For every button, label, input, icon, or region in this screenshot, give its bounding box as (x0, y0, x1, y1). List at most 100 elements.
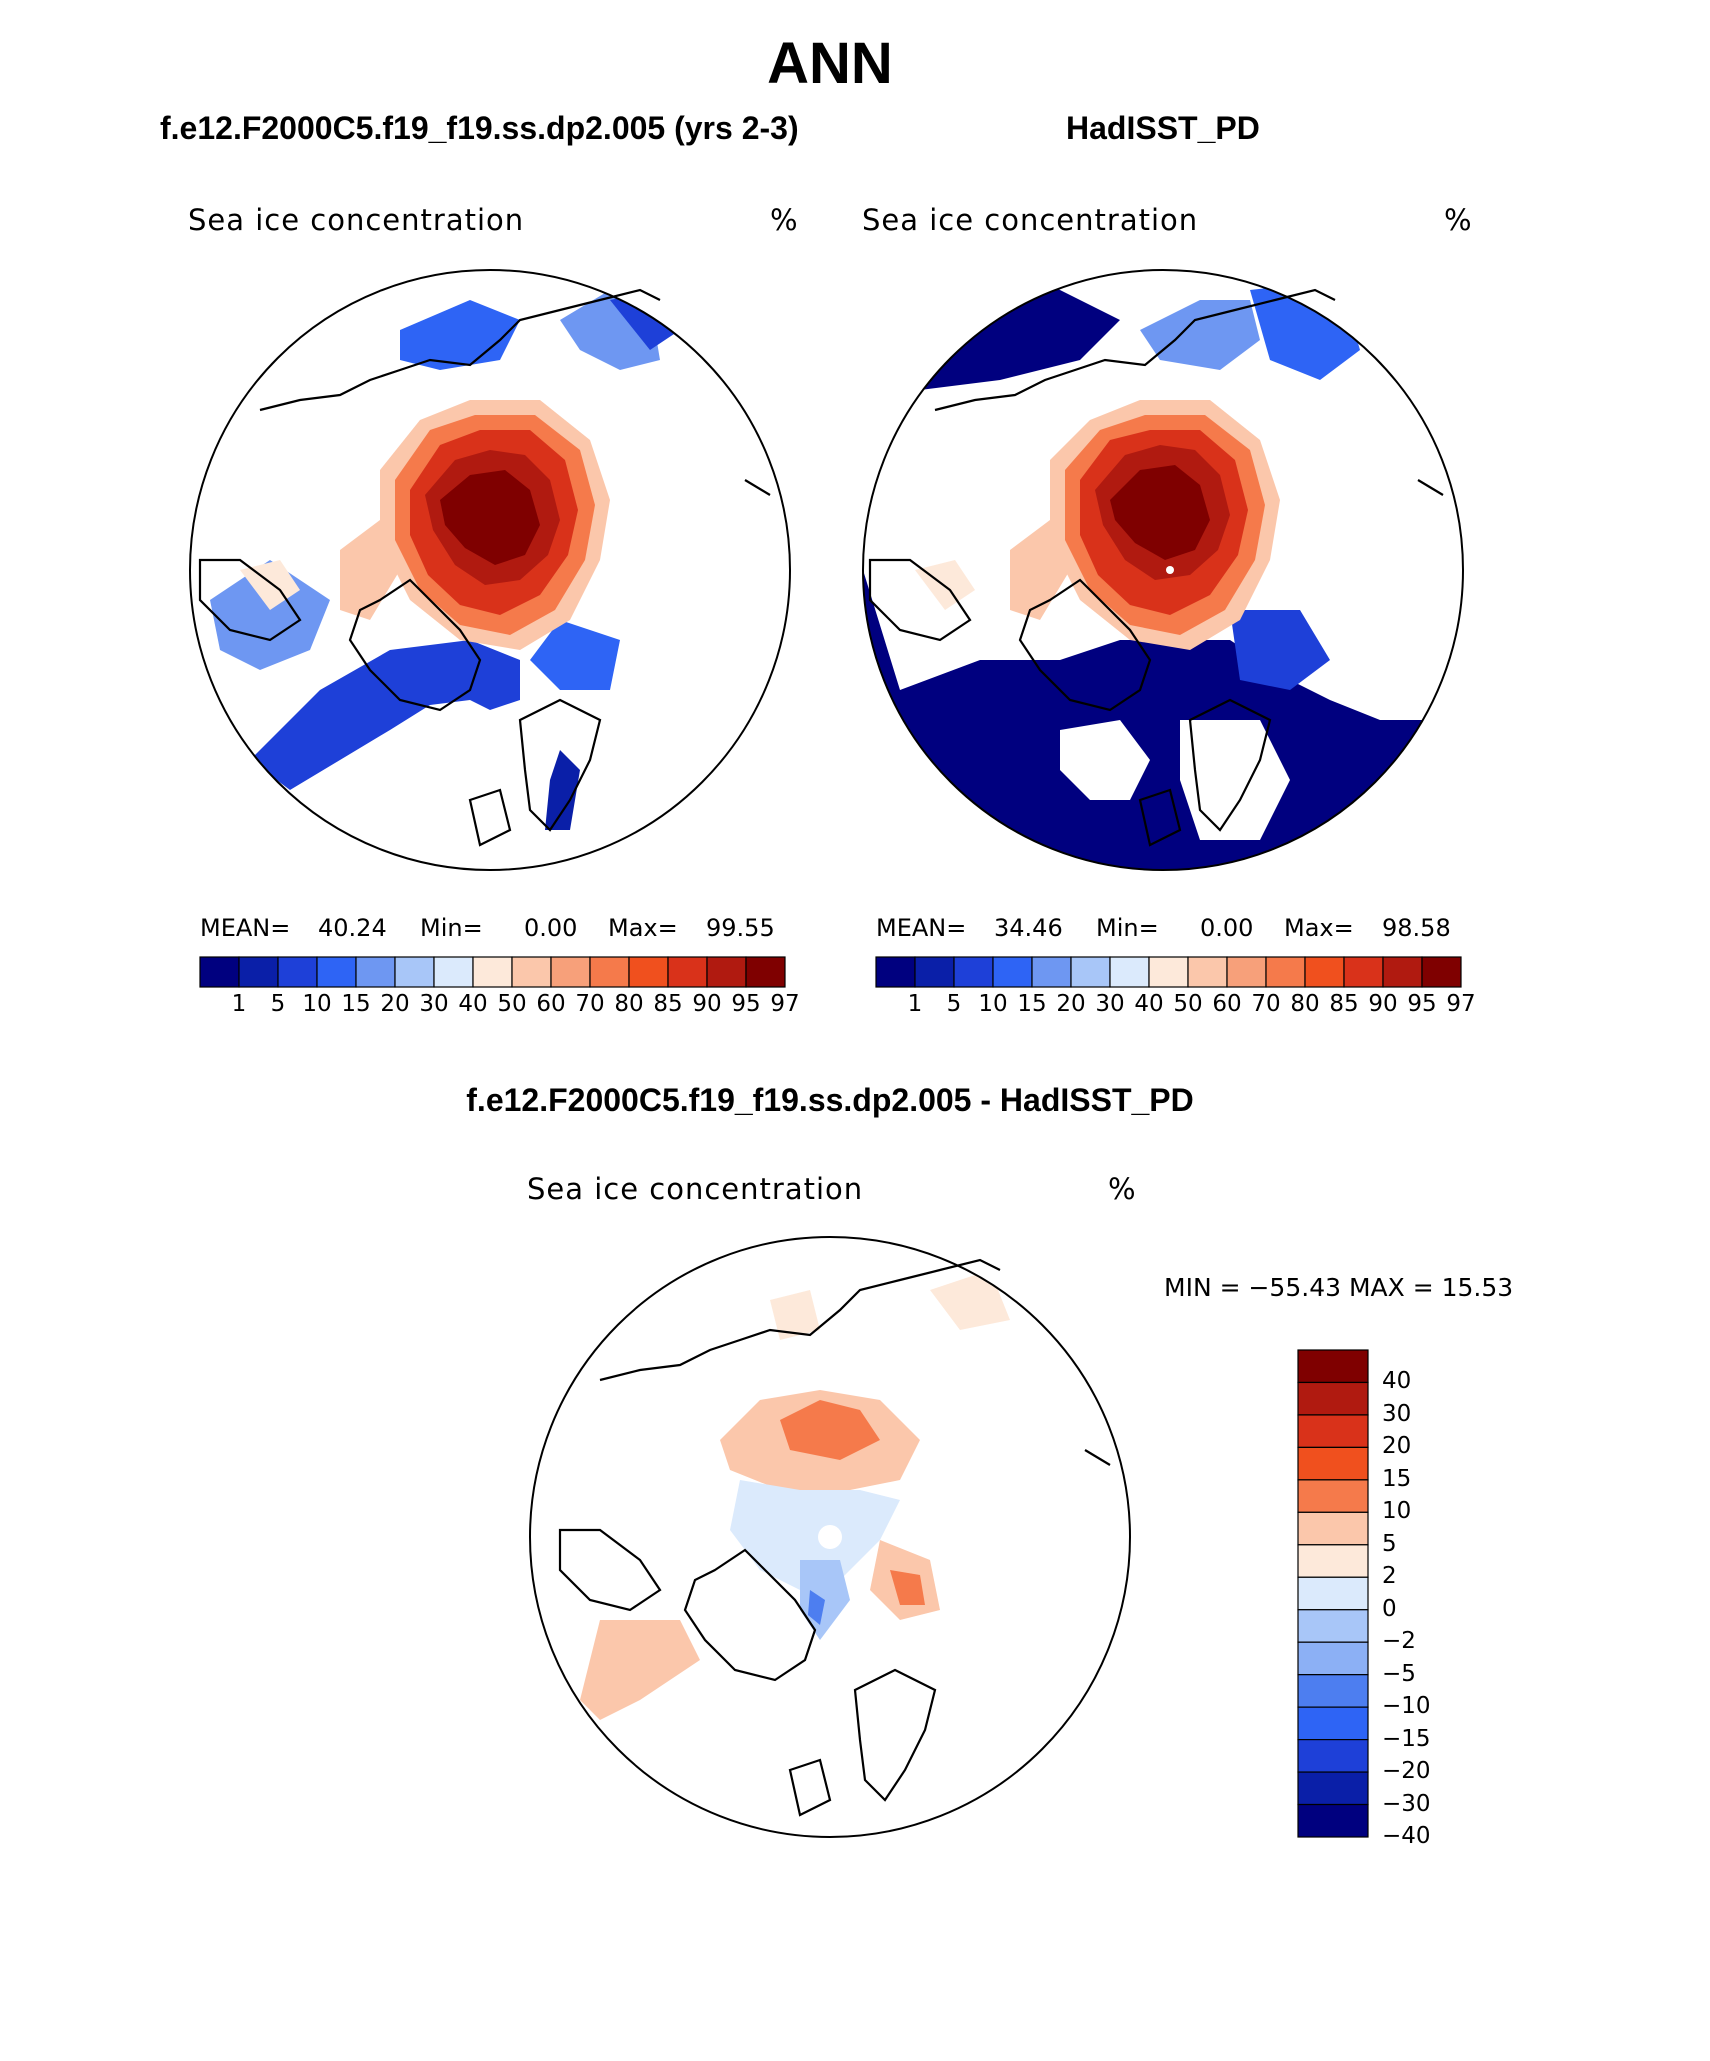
panel2-colorbar-tick-label: 20 (1056, 991, 1086, 1017)
diff-colorbar-tick-label: 40 (1382, 1368, 1412, 1395)
panel2-colorbar-tick-label: 80 (1290, 991, 1320, 1017)
panel2-mean-value: 34.46 (994, 914, 1063, 942)
diff-colorbar-tick-label: −15 (1382, 1725, 1431, 1752)
diff-units: % (1108, 1172, 1137, 1206)
diff-colorbar-box (1297, 1446, 1369, 1481)
diff-coastlines (558, 1258, 1111, 1817)
panel2-case-title: HadISST_PD (1066, 110, 1260, 146)
panel2-colorbar-box (1070, 956, 1111, 988)
panel1-colorbar-tick-label: 85 (653, 991, 683, 1017)
panel1-colorbar-box (277, 956, 318, 988)
diff-colorbar-box (1297, 1511, 1369, 1546)
panel2-colorbar-box (953, 956, 994, 988)
diff-colorbar-box (1297, 1544, 1369, 1578)
diff-case-title: f.e12.F2000C5.f19_f19.ss.dp2.005 - HadIS… (466, 1082, 1194, 1118)
panel1-map (190, 270, 790, 870)
panel2-colorbar-box (1421, 956, 1462, 988)
diff-map (530, 1237, 1130, 1837)
panel1-colorbar-box (355, 956, 396, 988)
diff-colorbar-box (1297, 1609, 1369, 1643)
diff-colorbar-tick-label: 2 (1382, 1563, 1397, 1590)
main-title: ANN (767, 31, 893, 96)
panel1-circle (189, 269, 791, 871)
diff-minmax: MIN = −55.43 MAX = 15.53 (1164, 1273, 1514, 1302)
diff-colorbar-box (1297, 1706, 1369, 1741)
panel1-units: % (770, 203, 799, 237)
panel1-colorbar-box (199, 956, 240, 988)
diff-colorbar-tick-label: 15 (1382, 1465, 1412, 1492)
panel2-colorbar-tick-label: 1 (907, 991, 923, 1017)
panel1-colorbar-box (511, 956, 552, 988)
panel2-colorbar-box (1265, 956, 1306, 988)
diff-colorbar-box (1297, 1771, 1369, 1806)
diff-circle (529, 1236, 1131, 1838)
panel1-colorbar-tick-label: 60 (536, 991, 566, 1017)
panel1-coastlines (198, 288, 771, 847)
panel1-colorbar-box (628, 956, 669, 988)
panel1-colorbar-tick-label: 1 (231, 991, 247, 1017)
panel1-colorbar-tick-label: 80 (614, 991, 644, 1017)
panel2-colorbar-box (1226, 956, 1267, 988)
panel2-max-value: 98.58 (1382, 914, 1451, 942)
diff-colorbar-box (1297, 1414, 1369, 1449)
panel2-colorbar-box (1148, 956, 1189, 988)
diff-colorbar-tick-label: 10 (1382, 1498, 1412, 1525)
panel2-colorbar-tick-label: 40 (1134, 991, 1164, 1017)
diff-colorbar-tick-label: 20 (1382, 1433, 1412, 1460)
panel1-colorbar-box (706, 956, 747, 988)
diff-colorbar-box (1297, 1576, 1369, 1611)
panel2-min-label: Min= (1096, 914, 1159, 942)
panel2-colorbar-tick-label: 95 (1407, 991, 1437, 1017)
panel2-colorbar-box (1031, 956, 1072, 988)
panel2-colorbar-box (1304, 956, 1345, 988)
panel2-colorbar-tick-label: 70 (1251, 991, 1281, 1017)
diff-colorbar-tick-label: 30 (1382, 1400, 1412, 1427)
panel1-mean-label: MEAN= (200, 914, 291, 942)
panel2-colorbar-tick-label: 50 (1173, 991, 1203, 1017)
panel1-colorbar (199, 956, 786, 988)
diff-colorbar-tick-label: −2 (1382, 1628, 1416, 1655)
panel2-colorbar-box (875, 956, 916, 988)
panel2-colorbar-tick-label: 90 (1368, 991, 1398, 1017)
panel1-colorbar-box (667, 956, 708, 988)
panel1-colorbar-box (433, 956, 474, 988)
panel2-max-label: Max= (1284, 914, 1354, 942)
panel1-colorbar-tick-label: 15 (341, 991, 371, 1017)
panel1-colorbar-box (550, 956, 591, 988)
panel2-colorbar-box (914, 956, 955, 988)
diff-variable: Sea ice concentration (527, 1172, 864, 1206)
panel2-colorbar-tick-label: 97 (1446, 991, 1476, 1017)
panel2-colorbar-box (1382, 956, 1423, 988)
panel2-colorbar-tick-label: 10 (978, 991, 1008, 1017)
panel1-colorbar-tick-label: 20 (380, 991, 410, 1017)
panel1-variable: Sea ice concentration (188, 203, 525, 237)
panel1-colorbar-box (316, 956, 357, 988)
panel2-variable: Sea ice concentration (862, 203, 1199, 237)
panel1-colorbar-box (472, 956, 513, 988)
panel1-colorbar-box (238, 956, 279, 988)
diff-colorbar (1297, 1349, 1369, 1838)
panel2-colorbar-tick-label: 15 (1017, 991, 1047, 1017)
diff-colorbar-tick-label: 0 (1382, 1595, 1397, 1622)
panel2-colorbar-box (1187, 956, 1228, 988)
diff-colorbar-box (1297, 1381, 1369, 1416)
panel1-colorbar-tick-label: 5 (270, 991, 286, 1017)
diff-colorbar-tick-label: −5 (1382, 1660, 1416, 1687)
panel1-colorbar-tick-label: 70 (575, 991, 605, 1017)
panel1-colorbar-tick-label: 95 (731, 991, 761, 1017)
panel1-colorbar-tick-label: 10 (302, 991, 332, 1017)
panel1-colorbar-box (589, 956, 630, 988)
panel1-colorbar-tick-label: 97 (770, 991, 800, 1017)
diff-colorbar-box (1297, 1674, 1369, 1708)
panel2-units: % (1444, 203, 1473, 237)
diff-colorbar-box (1297, 1479, 1369, 1513)
diff-colorbar-tick-label: −20 (1382, 1758, 1431, 1785)
panel2-colorbar-tick-label: 30 (1095, 991, 1125, 1017)
panel2-circle (862, 269, 1464, 871)
panel2-colorbar (875, 956, 1462, 988)
diff-colorbar-tick-label: −30 (1382, 1790, 1431, 1817)
panel1-colorbar-tick-label: 40 (458, 991, 488, 1017)
panel2-colorbar-tick-label: 85 (1329, 991, 1359, 1017)
panel1-max-value: 99.55 (706, 914, 775, 942)
